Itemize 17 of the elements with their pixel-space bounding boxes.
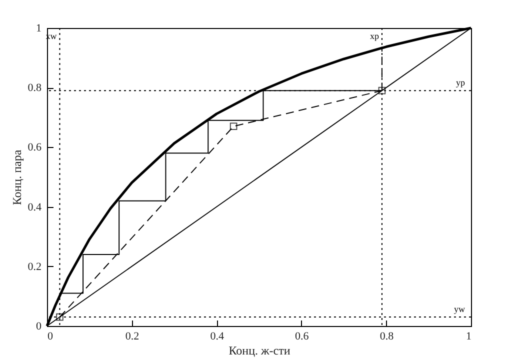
y-axis-title: Конц. пара bbox=[10, 149, 24, 206]
x-tick-label: 0.4 bbox=[210, 330, 224, 342]
y-tick-label: 1 bbox=[36, 22, 42, 34]
x-tick-label: 0.2 bbox=[125, 330, 140, 342]
y-tick-label: 0.6 bbox=[28, 142, 42, 154]
y-tick-label: 0 bbox=[36, 320, 42, 332]
ref-line-label: yw bbox=[454, 304, 466, 314]
x-axis-title: Конц. ж-сти bbox=[228, 344, 291, 358]
x-tick-label: 0.8 bbox=[380, 330, 394, 342]
ref-line-label: yp bbox=[456, 78, 466, 88]
y-tick-label: 0.8 bbox=[28, 82, 42, 94]
x-tick-label: 1 bbox=[466, 330, 472, 342]
x-tick-label: 0 bbox=[48, 330, 54, 342]
y-tick-label: 0.2 bbox=[28, 260, 42, 273]
ref-line-label: xp bbox=[370, 31, 380, 41]
x-tick-label: 0.6 bbox=[295, 330, 310, 342]
y-tick-label: 0.4 bbox=[28, 201, 42, 214]
